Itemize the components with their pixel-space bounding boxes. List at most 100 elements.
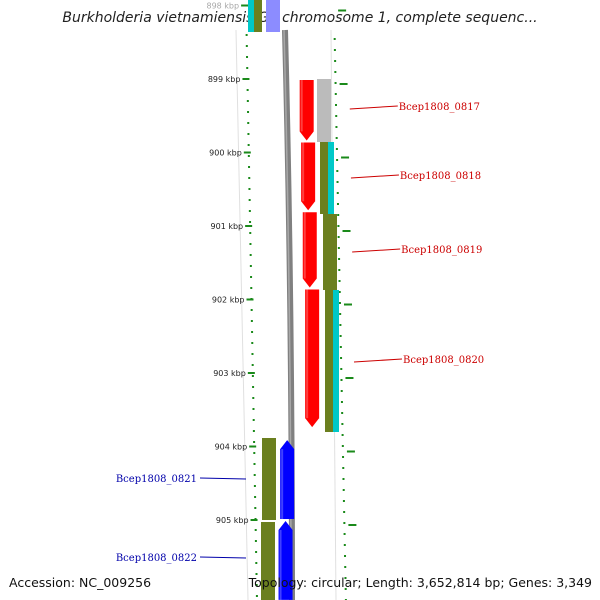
ruler-dot (253, 452, 256, 454)
ruler-tick (243, 151, 251, 154)
ruler-dot (343, 533, 346, 535)
cog-category-block (262, 438, 276, 520)
gene-arrow[interactable] (299, 80, 314, 141)
ruler-dot (336, 170, 339, 172)
ruler-dot (249, 221, 252, 223)
ruler-dot (337, 236, 340, 238)
ruler-dot (255, 584, 258, 586)
ruler-dot (342, 489, 345, 491)
gene-arrow[interactable] (278, 521, 293, 600)
ruler-dot (254, 496, 257, 498)
ruler-tick-outer (338, 9, 347, 12)
ruler-dot (251, 353, 254, 355)
ruler-dot (340, 390, 343, 392)
map-title: Burkholderia vietnamiensis G4 chromosome… (62, 10, 538, 26)
gene-arrow[interactable] (301, 142, 316, 211)
gene-label[interactable]: Bcep1808_0821 (116, 474, 197, 485)
ruler-tick-label: 899 kbp (208, 75, 241, 84)
ruler-tick-label: 902 kbp (212, 296, 245, 305)
ruler-dot (338, 291, 341, 293)
gene-label-leader (199, 477, 247, 480)
ruler-dot (340, 368, 343, 370)
gene-arrow[interactable] (305, 289, 320, 428)
ruler-dot (339, 335, 342, 337)
ruler-dot (255, 573, 258, 575)
ruler-dot (335, 104, 337, 106)
ruler-dot (338, 258, 341, 260)
ruler-dot (339, 313, 342, 315)
ruler-dot (252, 386, 255, 388)
ruler-dot (344, 566, 347, 568)
ruler-tick-outer (348, 524, 357, 526)
ruler-dot (340, 379, 343, 381)
partial-gene-fade (266, 0, 280, 32)
ruler-dot (252, 419, 255, 421)
ruler-dot (251, 364, 254, 366)
gene-label[interactable]: Bcep1808_0820 (403, 355, 484, 366)
ruler-tick-label: 905 kbp (216, 516, 249, 525)
ruler-dot (253, 474, 256, 476)
gene-label[interactable]: Bcep1808_0817 (399, 102, 480, 113)
ruler-dot (252, 408, 255, 410)
ruler-dot (248, 177, 251, 179)
ruler-dot (341, 434, 344, 436)
ruler-dot (252, 397, 255, 399)
ruler-tick-label: 903 kbp (213, 369, 246, 378)
ruler-dot (344, 577, 347, 579)
ruler-dot (249, 254, 252, 256)
gene-label[interactable]: Bcep1808_0819 (401, 245, 482, 256)
ruler-dot (247, 144, 250, 146)
ruler-dot (339, 324, 342, 326)
ruler-dot (248, 188, 251, 190)
ruler-dot (337, 225, 340, 227)
ruler-dot (336, 192, 339, 194)
ruler-dot (343, 544, 346, 546)
ruler-dot (342, 500, 345, 502)
ruler-dot (344, 588, 347, 590)
ruler-tick-outer (341, 156, 350, 159)
ruler-dot (249, 265, 252, 267)
gene-arrow[interactable] (302, 212, 317, 288)
ruler-dot (336, 203, 339, 205)
ruler-tick-label: 900 kbp (209, 149, 242, 158)
ruler-dot (341, 412, 344, 414)
ruler-dot (253, 463, 256, 465)
partial-cog-block (254, 0, 262, 32)
ruler-tick-label: 904 kbp (215, 443, 248, 452)
gene-label-leader (350, 174, 399, 179)
gene-arrow[interactable] (280, 440, 295, 519)
ruler-dot (250, 320, 253, 322)
ruler-tick-outer (343, 303, 352, 306)
ruler-dot (336, 181, 339, 183)
ruler-dot (252, 430, 255, 432)
ruler-tick (242, 78, 250, 80)
ruler-dot (336, 159, 339, 161)
ruler-dot (338, 302, 341, 304)
cog-category-block (328, 142, 334, 214)
gene-label[interactable]: Bcep1808_0822 (116, 553, 197, 564)
gene-label[interactable]: Bcep1808_0818 (400, 171, 481, 182)
ruler-dot (342, 467, 345, 469)
ruler-dot (246, 89, 249, 91)
ruler-dot (248, 199, 251, 201)
ruler-tick-outer (339, 83, 348, 85)
gene-label-leader (352, 248, 401, 253)
ruler-dot (343, 522, 346, 524)
ruler-dot (335, 126, 338, 128)
ruler-dot (255, 551, 258, 553)
partial-cog-block (248, 0, 254, 32)
cog-category-block (325, 290, 333, 432)
ruler-dot (254, 540, 257, 542)
ruler-dot (340, 401, 343, 403)
ruler-dot (254, 507, 257, 509)
ruler-tick (249, 445, 257, 448)
ruler-dot (338, 269, 341, 271)
ruler-dot (337, 214, 340, 216)
ruler-dot (333, 38, 336, 40)
ruler-dot (247, 111, 250, 113)
ruler-tick (241, 4, 249, 7)
ruler-dot (334, 93, 337, 95)
cog-category-block (323, 214, 337, 290)
ruler-dot (342, 456, 345, 458)
